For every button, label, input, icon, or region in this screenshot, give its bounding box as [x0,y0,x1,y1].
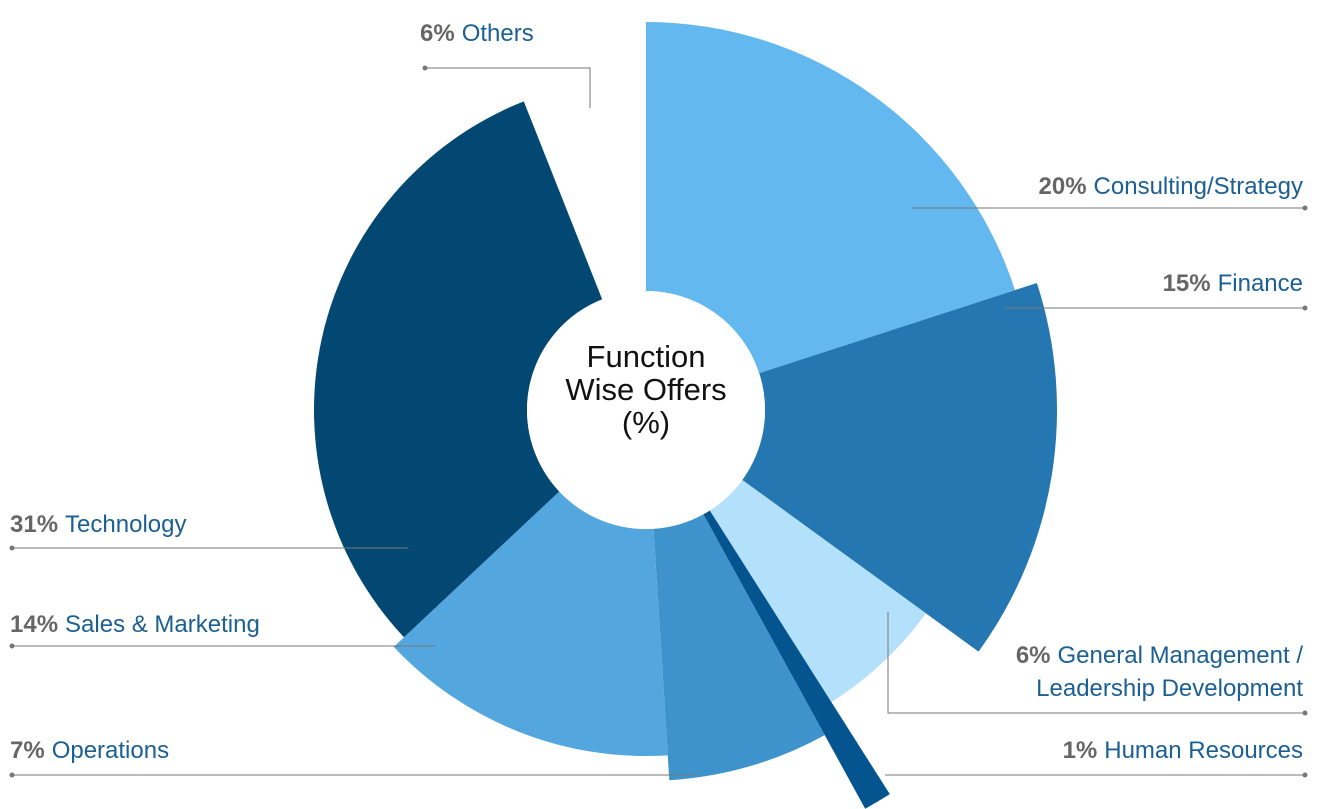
value-label: 31% [10,511,59,538]
slice [709,479,926,703]
slice-label: 1% Human Resources [1063,734,1303,767]
slice [653,514,825,781]
slice-label: 20% Consulting/Strategy [1039,170,1304,203]
leader-line [887,612,1305,714]
value-label: 15% [1162,270,1211,297]
leader-dot [9,643,15,649]
slice [393,491,668,756]
leader-dot [1302,710,1308,716]
leader-line [425,67,591,108]
leader-dot [1302,772,1308,778]
leader-dot [1302,305,1308,311]
category-label: Sales & Marketing [65,611,260,638]
slice-label: 31% Technology [10,508,186,541]
value-label: 14% [10,611,59,638]
category-label: Operations [51,737,170,764]
value-label: 6% [420,20,455,47]
value-label: 7% [10,737,45,764]
slice-label: 6% General Management / Leadership Develo… [943,639,1303,705]
category-label: Technology [65,511,187,538]
slice-label: 15% Finance [1163,267,1303,300]
slice [314,101,603,638]
category-label: Others [461,20,534,47]
leader-dot [9,545,15,551]
category-label: Finance [1217,270,1303,297]
slice [703,510,890,809]
slice-label: 14% Sales & Marketing [10,608,260,641]
value-label: 6% [1015,642,1051,669]
category-label: General Management / Leadership Developm… [1036,642,1303,702]
value-label: 1% [1062,737,1098,764]
slice-label: 6% Others [420,17,534,50]
slice-label: 7% Operations [10,734,169,767]
slice [646,22,1016,374]
leader-dot [422,65,428,71]
center-label: Function Wise Offers (%) [565,339,727,440]
category-label: Consulting/Strategy [1093,173,1303,200]
leader-dot [1302,205,1308,211]
leader-dot [9,772,15,778]
donut-hole [527,291,765,529]
value-label: 20% [1038,173,1087,200]
category-label: Human Resources [1104,737,1303,764]
slice [742,282,1057,652]
